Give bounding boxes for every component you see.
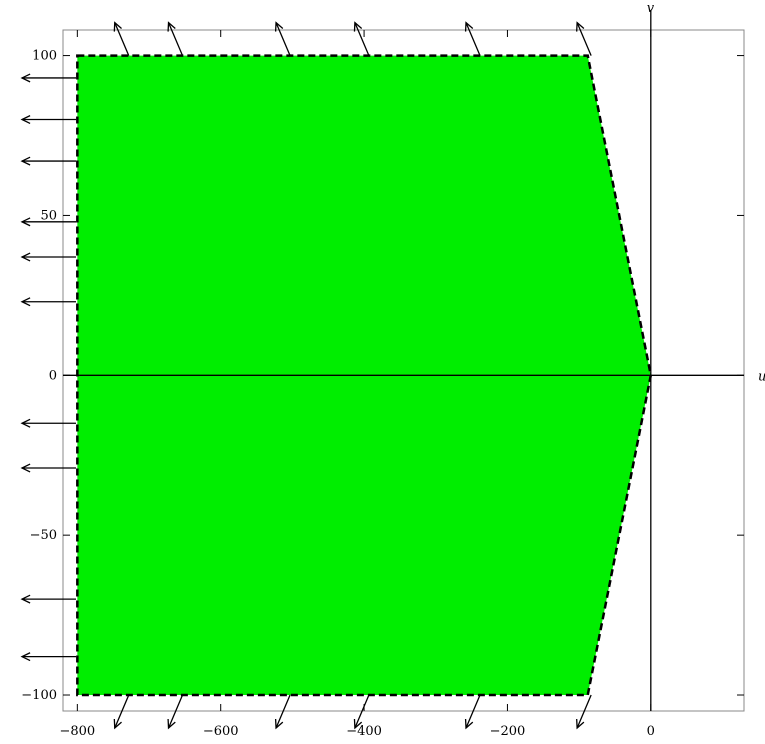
arrow-left: [20, 115, 76, 125]
x-tick-label: −800: [59, 724, 95, 739]
arrow-head: [113, 718, 122, 730]
arrow-shaft: [465, 22, 481, 56]
arrow-up: [274, 21, 291, 56]
arrow-shaft: [275, 694, 291, 729]
arrow-shaft: [465, 694, 481, 729]
y-tick-label: 100: [32, 49, 57, 64]
x-axis-label: u: [758, 369, 765, 384]
arrow-head: [353, 718, 363, 730]
arrow-shaft: [354, 22, 370, 56]
arrow-left: [20, 297, 76, 307]
arrow-head: [20, 418, 31, 428]
x-tick-label: −600: [203, 724, 239, 739]
arrow-down: [353, 694, 370, 730]
x-tick-label: −400: [346, 724, 382, 739]
axes: [63, 10, 744, 711]
arrow-up: [113, 21, 130, 56]
arrow-down: [576, 694, 592, 730]
arrow-head: [20, 594, 31, 604]
arrow-head: [20, 156, 31, 166]
arrow-left: [20, 217, 76, 227]
arrow-head: [20, 73, 31, 83]
x-tick-label: −200: [490, 724, 526, 739]
arrow-shaft: [114, 22, 130, 56]
y-tick-label: 0: [49, 368, 57, 383]
arrow-down: [167, 694, 184, 730]
arrow-shaft: [114, 694, 130, 729]
arrow-left: [20, 594, 76, 604]
arrow-up: [353, 21, 370, 56]
arrow-down: [274, 694, 291, 730]
arrow-down: [113, 694, 130, 730]
arrow-left: [20, 252, 76, 262]
arrow-up: [464, 21, 481, 56]
arrow-head: [167, 718, 176, 730]
arrow-head: [353, 21, 363, 32]
y-tick-label: 50: [40, 208, 57, 223]
arrow-left: [20, 652, 76, 662]
arrow-shaft: [576, 22, 592, 56]
arrow-left: [20, 73, 76, 83]
arrow-left: [20, 463, 76, 473]
arrow-head: [464, 718, 474, 730]
y-tick-label: −100: [21, 688, 57, 703]
ticks: −800 −600 −400 −200 0 100 50 0 −50 −100: [21, 30, 744, 739]
arrow-left: [20, 156, 76, 166]
arrow-up: [576, 21, 592, 56]
arrow-head: [20, 463, 31, 473]
arrow-head: [20, 297, 31, 307]
arrow-shaft: [167, 22, 184, 56]
arrow-down: [464, 694, 481, 730]
arrow-shaft: [354, 694, 370, 729]
x-tick-label: 0: [647, 724, 655, 739]
arrow-left: [20, 418, 76, 428]
plot-frame: [62, 29, 745, 712]
arrow-shaft: [275, 22, 291, 56]
arrow-shaft: [576, 694, 592, 729]
arrow-up: [167, 21, 184, 56]
arrow-head: [274, 21, 284, 32]
y-tick-label: −50: [30, 528, 57, 543]
arrow-head: [20, 115, 31, 125]
arrow-head: [113, 21, 122, 32]
arrow-head: [20, 252, 31, 262]
arrow-head: [576, 21, 585, 32]
arrow-head: [167, 21, 176, 32]
arrow-head: [464, 21, 474, 32]
arrow-shaft: [167, 694, 184, 729]
arrow-head: [576, 718, 585, 730]
arrow-head: [20, 217, 31, 227]
y-axis-label: v: [647, 1, 655, 16]
arrow-head: [274, 718, 284, 730]
boundary-arrows: [20, 21, 592, 730]
arrow-head: [20, 652, 31, 662]
